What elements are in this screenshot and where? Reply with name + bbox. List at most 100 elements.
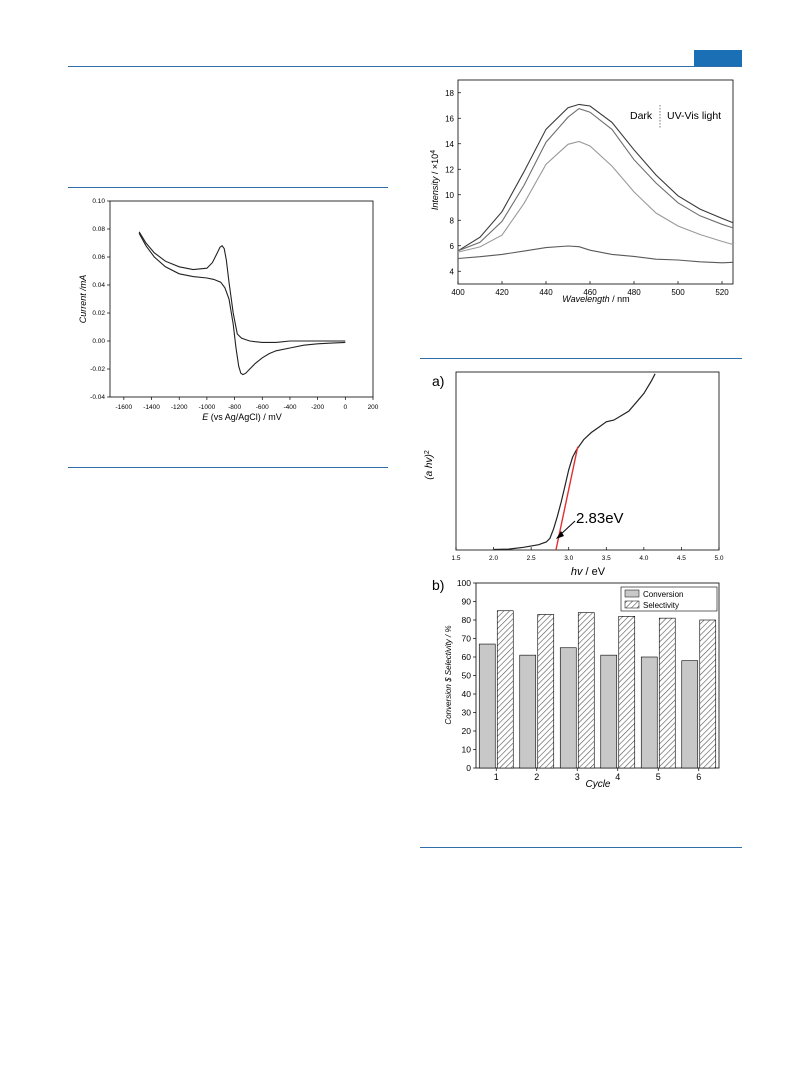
bar-x-tick-label: 5 <box>656 772 661 782</box>
bar-y-axis-label: Conversion $ Selectivity / % <box>444 625 453 724</box>
pl-x-tick-label: 440 <box>539 288 553 297</box>
tauc-fit-line <box>555 446 579 551</box>
figure-top-rule-left <box>68 187 388 188</box>
figure-top-rule-right <box>420 358 742 359</box>
pl-y-axis-label: Intensity / ×104 <box>430 150 441 210</box>
pl-legend-dark: Dark <box>630 110 653 122</box>
pl-y-tick-label: 18 <box>445 89 454 98</box>
pl-y-tick-label: 12 <box>445 165 454 174</box>
pl-legend-uvvis: UV-Vis light <box>667 110 721 122</box>
cv-x-tick-label: -200 <box>311 404 324 411</box>
tauc-x-tick-label: 4.0 <box>639 555 648 562</box>
cv-y-tick-label: 0.10 <box>92 198 105 205</box>
bar-legend-label-conversion: Conversion <box>643 590 683 599</box>
pl-x-tick-label: 480 <box>627 288 641 297</box>
tauc-x-tick-label: 1.5 <box>451 555 460 562</box>
pl-x-tick-label: 460 <box>583 288 597 297</box>
cv-y-tick-label: 0.02 <box>92 310 105 317</box>
cv-x-axis-label: E (vs Ag/AgCl) / mV <box>202 412 282 422</box>
bar-y-tick-label: 30 <box>462 708 472 718</box>
bar-conversion <box>478 643 496 769</box>
header-rule <box>68 66 742 67</box>
cv-x-tick-label: -1200 <box>171 404 188 411</box>
bar-y-tick-label: 40 <box>462 689 472 699</box>
bar-y-tick-label: 90 <box>462 597 472 607</box>
bar-conversion <box>600 654 618 769</box>
cv-x-tick-label: -1400 <box>143 404 160 411</box>
bar-selectivity <box>658 617 676 769</box>
bar-selectivity <box>537 614 555 769</box>
pl-y-tick-label: 16 <box>445 114 454 123</box>
figure-bottom-rule-right <box>420 847 742 848</box>
bar-x-tick-label: 2 <box>534 772 539 782</box>
tauc-panel-label: a) <box>432 373 444 389</box>
pl-x-tick-label: 500 <box>671 288 685 297</box>
cv-x-tick-label: -600 <box>256 404 269 411</box>
cv-x-tick-label: -800 <box>228 404 241 411</box>
pl-plot-frame <box>457 79 734 285</box>
bar-selectivity <box>496 610 514 769</box>
bar-legend-label-selectivity: Selectivity <box>643 601 679 610</box>
bar-conversion <box>681 660 699 769</box>
pl-x-tick-label: 400 <box>451 288 465 297</box>
cv-x-tick-label: -1600 <box>116 404 133 411</box>
bar-selectivity <box>618 615 636 769</box>
bar-y-tick-label: 0 <box>466 763 471 773</box>
tauc-curve <box>493 373 656 551</box>
pl-y-tick-label: 8 <box>450 216 455 225</box>
pl-spectrum-line-4 <box>457 245 734 264</box>
bar-selectivity <box>577 612 595 769</box>
pl-y-tick-label: 4 <box>450 267 455 276</box>
bar-legend-swatch-selectivity <box>624 600 640 609</box>
pl-x-tick-label: 420 <box>495 288 509 297</box>
bar-x-tick-label: 1 <box>494 772 499 782</box>
tauc-y-axis-label: (a hv)2 <box>424 450 436 480</box>
pl-x-tick-label: 520 <box>715 288 729 297</box>
pl-x-axis-label: Wavelength / nm <box>562 294 629 304</box>
cv-x-tick-label: 0 <box>344 404 348 411</box>
bar-y-tick-label: 20 <box>462 726 472 736</box>
tauc-x-tick-label: 2.0 <box>489 555 498 562</box>
tauc-x-tick-label: 2.5 <box>527 555 536 562</box>
cv-y-tick-label: -0.04 <box>90 394 105 401</box>
cv-y-tick-label: 0.06 <box>92 254 105 261</box>
tauc-plot-frame <box>455 371 720 551</box>
pl-y-tick-label: 6 <box>450 242 455 251</box>
tauc-x-axis-label: hv / eV <box>571 566 606 578</box>
bar-x-axis-label: Cycle <box>585 779 610 790</box>
bar-x-tick-label: 4 <box>615 772 620 782</box>
pl-spectrum-line-3 <box>457 140 734 253</box>
cv-y-tick-label: 0.04 <box>92 282 105 289</box>
cv-x-tick-label: -1000 <box>199 404 216 411</box>
cv-y-tick-label: -0.02 <box>90 366 105 373</box>
bar-y-tick-label: 10 <box>462 745 472 755</box>
bar-x-tick-label: 3 <box>575 772 580 782</box>
bar-conversion <box>519 654 537 769</box>
bar-y-tick-label: 60 <box>462 652 472 662</box>
tauc-annotation-arrowhead <box>556 531 564 539</box>
cv-y-axis-label: Current /mA <box>78 275 88 324</box>
cv-x-tick-label: 200 <box>368 404 379 411</box>
tauc-bandgap-annotation: 2.83eV <box>576 510 624 527</box>
bar-selectivity <box>699 619 717 769</box>
bar-y-tick-label: 70 <box>462 634 472 644</box>
cv-plot-frame <box>109 200 374 398</box>
bar-x-tick-label: 6 <box>696 772 701 782</box>
bar-y-tick-label: 50 <box>462 671 472 681</box>
figure-bottom-rule-left <box>68 467 388 468</box>
cv-curve-reverse <box>138 232 346 376</box>
bar-conversion <box>559 647 577 769</box>
bar-legend-swatch-conversion <box>624 589 640 598</box>
pl-spectrum-line-1 <box>457 103 734 252</box>
bar-y-tick-label: 100 <box>457 578 471 588</box>
cv-x-tick-label: -400 <box>283 404 296 411</box>
cv-y-tick-label: 0.08 <box>92 226 105 233</box>
pl-y-tick-label: 10 <box>445 191 454 200</box>
cv-curve-forward <box>138 231 346 343</box>
bar-y-tick-label: 80 <box>462 615 472 625</box>
header-accent-tab <box>694 50 742 66</box>
